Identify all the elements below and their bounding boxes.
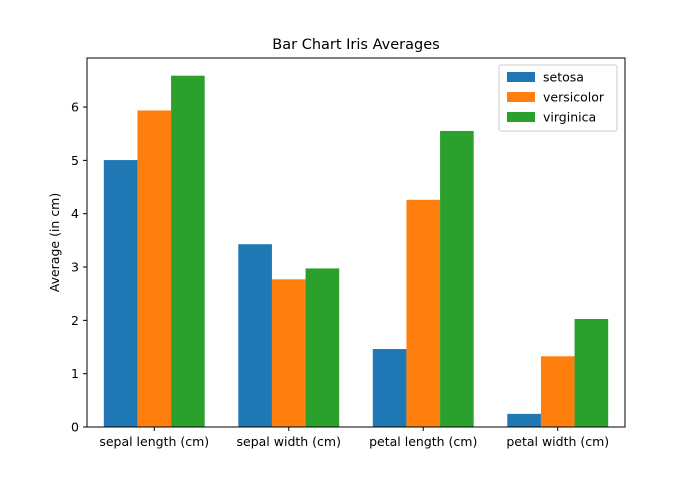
y-tick-label: 3 xyxy=(71,260,79,275)
legend: setosa versicolor virginica xyxy=(498,64,618,132)
y-axis-label: Average (in cm) xyxy=(47,193,62,292)
x-axis: sepal length (cm) sepal width (cm) petal l… xyxy=(99,427,609,449)
bar-setosa-3 xyxy=(372,349,407,427)
chart-title: Bar Chart Iris Averages xyxy=(272,37,439,53)
x-tick-label: petal width (cm) xyxy=(506,434,609,449)
x-tick-label: sepal length (cm) xyxy=(99,434,209,449)
bar-virginica-1 xyxy=(171,75,205,427)
legend-swatch-virginica xyxy=(507,112,535,122)
bar-virginica-3 xyxy=(440,130,474,427)
bars-layer xyxy=(103,75,609,427)
legend-label-virginica: virginica xyxy=(543,110,596,125)
x-tick-label: petal length (cm) xyxy=(369,434,477,449)
bar-versicolor-3 xyxy=(406,199,441,427)
legend-label-versicolor: versicolor xyxy=(543,90,605,105)
bar-versicolor-2 xyxy=(271,279,306,427)
bar-virginica-4 xyxy=(574,318,609,427)
bar-setosa-1 xyxy=(103,160,138,427)
bar-setosa-4 xyxy=(507,413,541,427)
y-tick-label: 4 xyxy=(71,206,79,221)
y-axis: 0 1 2 3 4 5 6 xyxy=(71,100,87,435)
plot-frame xyxy=(86,57,626,428)
y-tick-label: 0 xyxy=(71,420,79,435)
bar-setosa-2 xyxy=(238,244,272,427)
y-tick-label: 5 xyxy=(71,153,79,168)
bar-virginica-2 xyxy=(305,268,340,427)
y-tick-label: 6 xyxy=(71,100,79,115)
legend-swatch-setosa xyxy=(507,72,535,82)
bar-versicolor-4 xyxy=(540,356,575,427)
legend-label-setosa: setosa xyxy=(543,70,584,85)
x-tick-label: sepal width (cm) xyxy=(237,434,341,449)
y-tick-label: 2 xyxy=(71,313,79,328)
bar-versicolor-1 xyxy=(137,110,172,427)
legend-swatch-versicolor xyxy=(507,92,535,102)
y-tick-label: 1 xyxy=(71,366,79,381)
